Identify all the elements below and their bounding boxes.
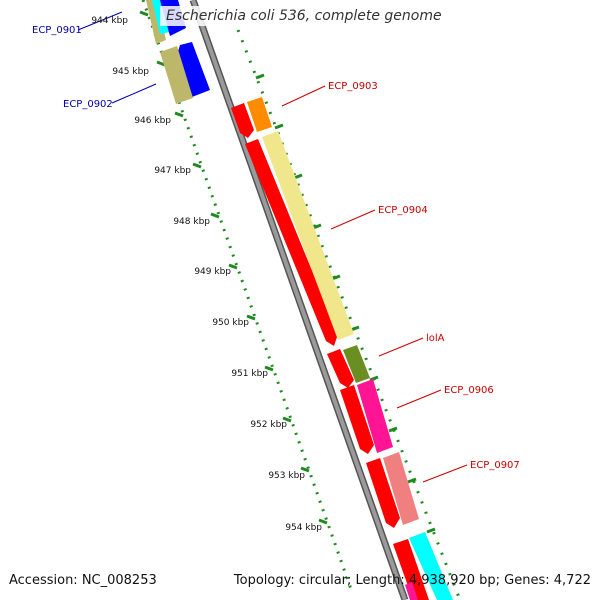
tick-label: 945 kbp [112, 67, 149, 77]
feature-gold-ecp0904 [262, 131, 354, 340]
ruler-dotted-track [141, 0, 462, 600]
cds-forward-bottom [393, 539, 429, 600]
cds-forward-small [231, 103, 254, 138]
genome-backbone [189, 0, 409, 600]
ruler-right-ticks [255, 73, 436, 534]
cds-forward-lola [327, 349, 354, 388]
feature-cyan-bottom [409, 532, 453, 600]
gene-labels: ECP_0901 ECP_0902 ECP_0903 ECP_0904 lolA… [32, 25, 520, 471]
cds-reverse-ecp0902 [176, 42, 210, 97]
tick-label: 947 kbp [154, 166, 191, 176]
cds-forward-ecp0906 [340, 385, 374, 454]
accession-text: Accession: NC_008253 [9, 573, 157, 588]
gene-label-ecp0901: ECP_0901 [32, 25, 82, 36]
gene-label-lola: lolA [426, 333, 445, 344]
tick-labels: 944 kbp 945 kbp 946 kbp 947 kbp 948 kbp … [91, 16, 322, 533]
feature-pink-ecp0906 [357, 379, 393, 453]
tick-label: 949 kbp [194, 267, 231, 277]
tick-label: 944 kbp [91, 16, 128, 26]
gene-label-ecp0904: ECP_0904 [378, 205, 428, 216]
feature-pink-bottom [405, 582, 418, 600]
tick-label: 952 kbp [250, 420, 287, 430]
gene-label-ecp0903: ECP_0903 [328, 81, 378, 92]
tick-label: 946 kbp [134, 116, 171, 126]
ruler-major-ticks [139, 10, 328, 525]
tick-label: 948 kbp [173, 217, 210, 227]
genome-summary-text: Topology: circular; Length: 4,938,920 bp… [233, 573, 591, 588]
tick-label: 950 kbp [212, 318, 249, 328]
gene-label-ecp0902: ECP_0902 [63, 99, 113, 110]
cds-forward-ecp0907 [366, 458, 400, 528]
feature-salmon-ecp0907 [383, 452, 419, 525]
gene-label-ecp0906: ECP_0906 [444, 385, 494, 396]
tick-label: 951 kbp [231, 369, 268, 379]
feature-khaki-ecp0902 [160, 46, 193, 104]
right-features [231, 97, 453, 600]
cds-forward-ecp0904 [245, 139, 338, 346]
map-title: Escherichia coli 536, complete genome [160, 6, 448, 26]
tick-label: 953 kbp [268, 471, 305, 481]
feature-orange [247, 97, 272, 132]
feature-olive-lola [343, 345, 370, 383]
gene-callout-lines [77, 11, 468, 483]
tick-label: 954 kbp [285, 523, 322, 533]
gene-label-ecp0907: ECP_0907 [470, 460, 520, 471]
